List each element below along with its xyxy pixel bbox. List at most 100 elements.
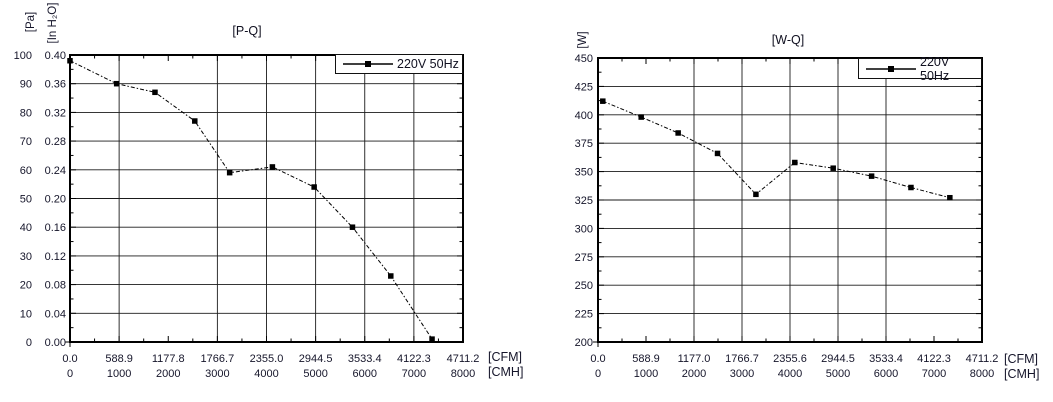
y-tick-label: 425 [575,81,593,93]
y-tick-label: 350 [575,167,593,179]
y-tick-label: 0.24 [45,165,66,177]
series-220V-50Hz [67,57,435,342]
legend-wq: 220V 50Hz [858,55,982,83]
data-point-marker [714,150,721,157]
x-tick-label-cfm: 0.0 [590,353,605,365]
data-point-marker [226,169,233,176]
x-tick-label-cmh: 4000 [778,368,802,380]
data-point-marker [152,89,158,96]
x-tick-label-cmh: 3000 [205,368,229,380]
plot-border [597,57,983,343]
y-tick-label: 400 [575,110,593,122]
plot-border [69,54,464,343]
y-tick-label: 250 [575,280,593,292]
axis-ticks [593,58,982,347]
y-tick-label: 60 [20,165,32,177]
y-tick-label: 70 [20,136,32,148]
y-tick-label: 20 [20,280,32,292]
x-tick-label-cmh: 8000 [970,368,994,380]
legend-label-wq: 220V 50Hz [920,54,950,83]
y-tick-label: 40 [20,222,32,234]
y-tick-label: 0.20 [45,194,66,206]
x-tick-label-cmh: 7000 [402,368,426,380]
x-tick-label-cfm: 588.9 [632,353,660,365]
x-axis-unit-cfm-right: [CFM] [1004,352,1039,366]
x-tick-label-cfm: 1766.7 [201,353,235,365]
x-tick-label-cmh: 5000 [303,368,327,380]
x-tick-label-cfm: 1177.8 [152,353,185,365]
x-tick-label-cmh: 3000 [730,368,754,380]
x-tick-label-cmh: 0 [595,368,601,380]
legend-marker-icon [365,61,371,67]
x-tick-label-cmh: 1000 [634,368,658,380]
x-tick-label-cfm: 4122.3 [397,353,431,365]
y-tick-label: 80 [20,107,32,119]
data-point-marker [429,336,435,342]
x-tick-label-cmh: 0 [67,368,73,380]
x-tick-label-cfm: 3533.4 [348,353,382,365]
data-point-marker [908,184,914,191]
y-tick-label: 90 [20,79,32,91]
x-tick-label-cfm: 3533.4 [869,353,903,365]
data-point-marker [600,98,606,104]
x-tick-label-cmh: 4000 [254,368,278,380]
legend-pq: 220V 50Hz [335,54,463,74]
x-tick-label-cmh: 8000 [451,368,475,380]
data-point-marker [638,114,644,120]
y-tick-labels: 450 425 400 375 350 325 300 275 250 225 200 [575,53,593,349]
series-line [602,100,950,199]
x-tick-label-cfm: 0.0 [62,353,77,365]
series-220V-50Hz [600,98,953,201]
y-tick-label: 10 [20,308,32,320]
x-tick-label-cmh: 1000 [107,368,131,380]
chart-title-pq: [P-Q] [232,24,262,38]
x-tick-label-cmh: 2000 [682,368,706,380]
data-point-marker [269,164,276,170]
data-point-marker [947,194,953,201]
data-point-marker [753,191,759,198]
y-tick-label: 0.36 [45,79,66,91]
x-tick-label-cfm: 1766.7 [725,353,759,365]
y-tick-label: 0.08 [45,280,66,292]
x-tick-label-cfm: 4122.3 [917,353,951,365]
x-tick-label-cfm: 2944.5 [299,353,333,365]
y-tick-label: 0.00 [45,337,66,349]
y-axis-label-w: [W] [577,31,589,49]
x-axis-unit-cmh-right: [CMH] [1004,367,1040,381]
y-tick-label: 275 [575,252,593,264]
x-tick-label-cfm: 4711.2 [447,353,480,365]
x-tick-labels: 0.0 588.9 1177.8 1766.7 2355.0 2944.5 3533.4 41… [62,353,479,380]
y-tick-label: 30 [20,251,32,263]
x-tick-label-cfm: 4711.2 [966,353,999,365]
data-point-marker [192,118,198,124]
x-axis-unit-cfm-left: [CFM] [488,350,523,364]
y-axis-label-inh2o: [In H₂O] [47,2,59,44]
y-tick-label: 0.12 [45,251,66,263]
x-tick-label-cfm: 2944.5 [821,353,855,365]
y-tick-label: 0 [26,337,32,349]
x-tick-label-cfm: 2355.0 [250,353,284,365]
y-axis-label-pa: [Pa] [25,11,37,33]
data-point-marker [388,273,394,279]
y-tick-label: 50 [20,194,32,206]
data-point-marker [113,80,120,87]
series-line [69,60,433,340]
y-tick-label: 0.40 [45,50,66,62]
x-tick-label-cmh: 5000 [826,368,850,380]
x-tick-label-cfm: 1177.0 [678,353,711,365]
y-tick-label: 200 [575,337,593,349]
x-tick-label-cmh: 7000 [922,368,946,380]
legend-label-pq: 220V 50Hz [397,57,459,71]
gridlines [70,55,463,342]
axis-ticks [65,55,463,347]
y-tick-label: 0.16 [45,222,66,234]
x-tick-label-cmh: 2000 [156,368,180,380]
legend-marker-icon [888,65,894,72]
data-point-marker [349,224,356,230]
y-tick-labels: 10090807060504030201000.400.360.320.280.… [14,50,66,349]
y-tick-label: 100 [14,50,32,62]
chart-pq: 10090807060504030201000.400.360.320.280.… [14,50,480,380]
y-tick-label: 300 [575,223,593,235]
